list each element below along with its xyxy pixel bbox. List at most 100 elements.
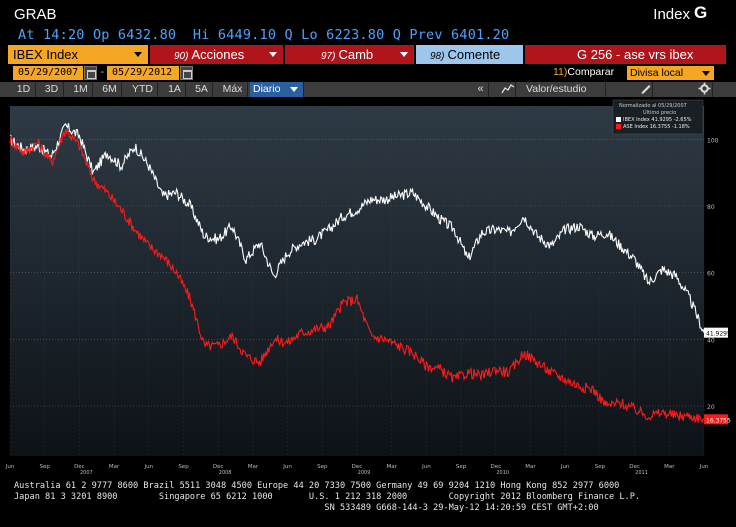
legend-subheader: Último precio: [643, 109, 676, 116]
chevron-down-icon: [702, 71, 710, 76]
footer-contacts-2: Japan 81 3 3201 8900 Singapore 65 6212 1…: [14, 492, 641, 502]
legend-header: Normalizado al 05/29/2007: [619, 103, 687, 109]
x-tick-label: Dec: [629, 464, 640, 470]
frequency-label: Diario: [253, 83, 281, 95]
header-bar: GRAB Index G: [0, 0, 736, 28]
ase-last-value: 16.3755: [706, 417, 731, 424]
range-1d-button[interactable]: 1D: [12, 82, 36, 97]
security-selector[interactable]: IBEX Index: [8, 45, 148, 64]
x-tick-label: Dec: [352, 464, 363, 470]
tab-bar: IBEX Index 90) Acciones 97) Camb 98) Coment…: [0, 45, 736, 64]
y-tick-label: 40: [707, 337, 715, 344]
plot-area: [10, 106, 704, 456]
actions-label: Acciones: [191, 47, 245, 62]
price-chart[interactable]: 100 80 60 40 20 Jun Sep Dec Mar Jun Sep Dec Mar Jun Se…: [0, 98, 736, 478]
chevron-down-icon: [269, 52, 277, 57]
ase-series-line: [9, 128, 705, 424]
y-tick-label: 20: [707, 404, 715, 411]
gear-icon[interactable]: [697, 82, 713, 97]
chart-svg: 100 80 60 40 20 Jun Sep Dec Mar Jun Sep Dec Mar Jun Se…: [5, 99, 731, 476]
function-logo-icon: G: [694, 3, 708, 22]
calendar-icon[interactable]: [180, 66, 193, 80]
x-tick-label: Dec: [74, 464, 85, 470]
x-tick-label: Sep: [317, 464, 328, 470]
year-label: 2008: [219, 470, 232, 476]
x-tick-label: Mar: [387, 464, 398, 470]
range-toolbar: 1D 3D 1M 6M YTD 1A 5A Máx Diario « Valor…: [0, 82, 736, 97]
compare-label: Comparar: [567, 66, 615, 78]
index-tag: Index: [653, 6, 690, 23]
quote-text: At 14:20 Op 6432.80 Hi 6449.10 Q Lo 6223…: [18, 27, 510, 43]
ase-last-tag: [704, 414, 728, 425]
menu-number: 98): [430, 51, 445, 62]
ticker-label[interactable]: GRAB: [14, 6, 57, 23]
change-menu-button[interactable]: 97) Camb: [285, 45, 414, 64]
x-tick-label: Jun: [421, 464, 431, 470]
comment-label: Comente: [447, 47, 501, 62]
footer: Australia 61 2 9777 8600 Brazil 5511 304…: [0, 479, 736, 527]
currency-select[interactable]: Divisa local: [627, 66, 714, 80]
legend-swatch: [616, 124, 621, 129]
currency-label: Divisa local: [630, 67, 684, 79]
x-tick-label: Sep: [178, 464, 189, 470]
x-tick-label: Mar: [525, 464, 536, 470]
x-tick-label: Jun: [699, 464, 709, 470]
actions-menu-button[interactable]: 90) Acciones: [150, 45, 283, 64]
compare-button[interactable]: 11)Comparar: [553, 66, 614, 78]
range-1a-button[interactable]: 1A: [164, 82, 186, 97]
menu-number: 11): [553, 66, 568, 78]
x-tick-label: Sep: [456, 464, 467, 470]
menu-number: 97): [321, 51, 336, 62]
frequency-select[interactable]: Diario: [250, 82, 304, 97]
chart-title-tab[interactable]: G 256 - ase vrs ibex: [525, 45, 726, 64]
range-5a-button[interactable]: 5A: [191, 82, 213, 97]
comment-button[interactable]: 98) Comente: [416, 45, 523, 64]
ibex-last-tag: [704, 327, 728, 338]
x-tick-label: Dec: [213, 464, 224, 470]
legend-entry: IBEX Index 41.9295 -2.65%: [623, 117, 692, 123]
chevron-down-icon: [400, 52, 408, 57]
date-range-row: 05/29/2007 - 05/29/2012 11)Comparar Divi…: [0, 65, 736, 81]
start-date-field[interactable]: 05/29/2007: [13, 66, 83, 80]
range-6m-button[interactable]: 6M: [98, 82, 122, 97]
y-tick-label: 60: [707, 271, 715, 278]
value-study-button[interactable]: Valor/estudio: [526, 82, 606, 97]
legend-box: [612, 99, 704, 135]
edit-icon[interactable]: [639, 82, 653, 97]
range-max-button[interactable]: Máx: [218, 82, 248, 97]
chevron-down-icon: [290, 87, 298, 92]
footer-serial: SN 533489 G668-144-3 29-May-12 14:20:59 …: [14, 503, 599, 513]
x-tick-label: Jun: [282, 464, 292, 470]
x-tick-label: Mar: [248, 464, 259, 470]
line-chart-icon[interactable]: [500, 82, 516, 97]
ibex-series-line: [9, 122, 705, 333]
calendar-icon[interactable]: [84, 66, 97, 80]
legend-entry: ASE Index 16.3755 -1.18%: [623, 124, 690, 130]
range-3d-button[interactable]: 3D: [40, 82, 64, 97]
menu-number: 90): [174, 51, 189, 62]
year-label: 2010: [496, 470, 509, 476]
x-tick-label: Jun: [560, 464, 570, 470]
x-tick-label: Sep: [595, 464, 606, 470]
collapse-button[interactable]: «: [473, 82, 489, 97]
range-ytd-button[interactable]: YTD: [128, 82, 158, 97]
end-date-field[interactable]: 05/29/2012: [107, 66, 179, 80]
legend-swatch: [616, 117, 621, 122]
security-label: IBEX Index: [13, 47, 79, 62]
y-tick-label: 80: [707, 204, 715, 211]
x-tick-label: Sep: [40, 464, 51, 470]
x-tick-label: Jun: [5, 464, 15, 470]
range-1m-button[interactable]: 1M: [69, 82, 93, 97]
x-tick-label: Jun: [144, 464, 154, 470]
x-tick-label: Mar: [664, 464, 675, 470]
chevron-down-icon: [134, 52, 142, 57]
year-label: 2009: [358, 470, 371, 476]
y-tick-label: 100: [707, 137, 719, 144]
footer-contacts-1: Australia 61 2 9777 8600 Brazil 5511 304…: [14, 481, 620, 491]
ibex-last-value: 41.9295: [706, 331, 731, 338]
x-tick-label: Dec: [490, 464, 501, 470]
year-label: 2007: [80, 470, 93, 476]
x-tick-label: Mar: [109, 464, 120, 470]
year-label: 2011: [635, 470, 648, 476]
change-label: Camb: [338, 47, 374, 62]
